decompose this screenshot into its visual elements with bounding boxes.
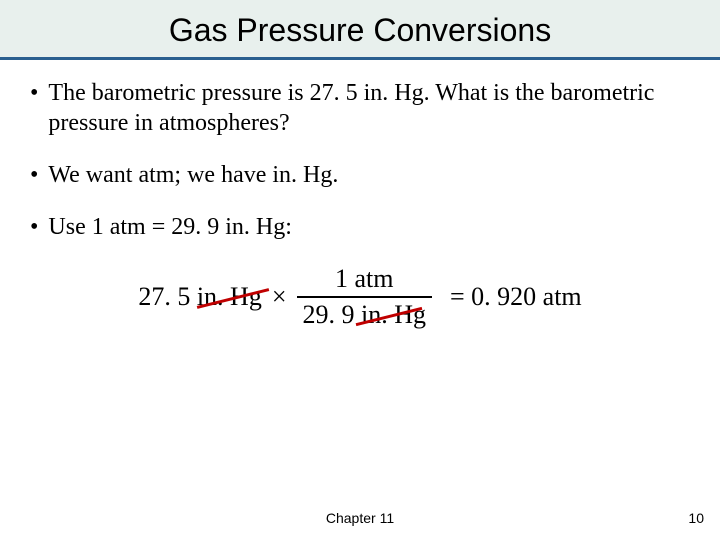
bullet-text: Use 1 atm = 29. 9 in. Hg: (48, 212, 292, 242)
bullet-3: • Use 1 atm = 29. 9 in. Hg: (30, 212, 690, 242)
equation: 27. 5 in. Hg × 1 atm 29. 9 in. Hg = 0. 9… (30, 264, 690, 330)
slide-title: Gas Pressure Conversions (0, 12, 720, 49)
footer-chapter: Chapter 11 (0, 510, 720, 526)
equation-result: = 0. 920 atm (450, 282, 582, 312)
bullet-dot: • (30, 212, 38, 242)
bullet-dot: • (30, 78, 38, 138)
bullet-text: The barometric pressure is 27. 5 in. Hg.… (48, 78, 690, 138)
fraction-denominator-text: 29. 9 in. Hg (303, 300, 427, 329)
equation-operator: × (272, 282, 287, 312)
bullet-1: • The barometric pressure is 27. 5 in. H… (30, 78, 690, 138)
fraction-numerator: 1 atm (329, 264, 400, 294)
equals-sign: = (450, 282, 465, 311)
result-value: 0. 920 atm (471, 282, 582, 311)
content-area: • The barometric pressure is 27. 5 in. H… (0, 60, 720, 330)
footer-page-number: 10 (688, 510, 704, 526)
fraction-bar (297, 296, 433, 298)
equation-fraction: 1 atm 29. 9 in. Hg (297, 264, 433, 330)
fraction-denominator: 29. 9 in. Hg (297, 300, 433, 330)
equation-left: 27. 5 in. Hg (138, 282, 262, 312)
bullet-2: • We want atm; we have in. Hg. (30, 160, 690, 190)
title-band: Gas Pressure Conversions (0, 0, 720, 60)
bullet-dot: • (30, 160, 38, 190)
bullet-text: We want atm; we have in. Hg. (48, 160, 338, 190)
